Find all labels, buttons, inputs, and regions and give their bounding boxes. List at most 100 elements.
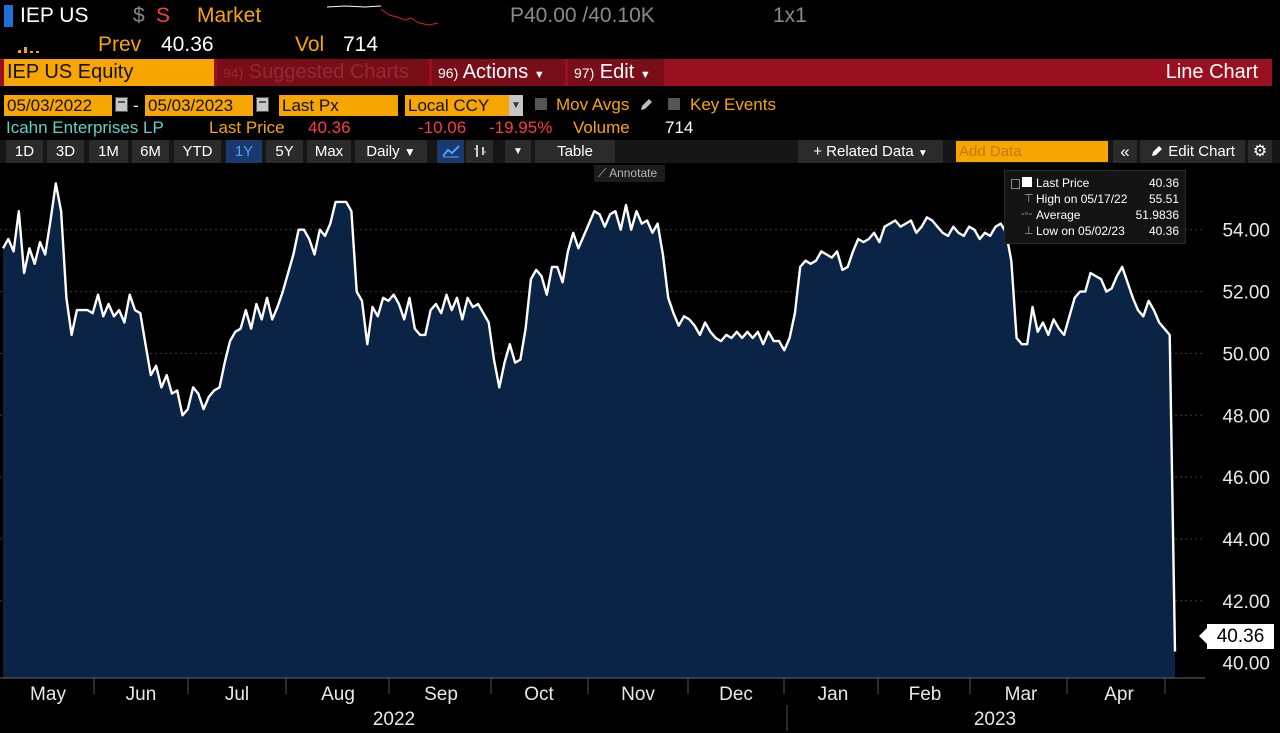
legend-label: Average — [1036, 208, 1081, 222]
period-5y-button[interactable]: 5Y — [266, 140, 303, 163]
chart-type-title: Line Chart — [1165, 61, 1258, 83]
x-month-label: May — [30, 684, 66, 705]
period-1m-button[interactable]: 1M — [89, 140, 128, 163]
x-month-label: Dec — [719, 684, 753, 705]
collapse-box-icon[interactable] — [1011, 179, 1020, 189]
period-6m-button[interactable]: 6M — [132, 140, 169, 163]
y-tick-label: 44.00 — [1222, 530, 1270, 551]
pencil-icon — [1152, 146, 1163, 156]
suggested-charts-number: 94) — [223, 65, 244, 81]
y-tick-label: 48.00 — [1222, 406, 1270, 427]
suggested-charts-label: Suggested Charts — [248, 61, 409, 83]
prev-value: 40.36 — [161, 33, 214, 56]
legend-value: 55.51 — [1148, 192, 1179, 206]
dropdown-caret-icon[interactable]: ▼ — [509, 95, 523, 116]
legend-value: 40.36 — [1148, 176, 1179, 190]
ticker-marker — [4, 5, 13, 27]
suggested-charts-button[interactable]: 94) Suggested Charts — [217, 59, 429, 86]
legend-label: High on 05/17/22 — [1036, 192, 1128, 206]
table-button[interactable]: Table — [535, 140, 615, 163]
dropdown-caret-icon: ▼ — [639, 69, 651, 81]
date-separator: - — [133, 96, 139, 115]
calendar-icon[interactable] — [115, 97, 128, 112]
mov-avgs-checkbox[interactable] — [535, 98, 547, 110]
dropdown-caret-icon: ▼ — [403, 145, 416, 159]
last-price-tag: 40.36 — [1199, 624, 1274, 649]
security-name: Icahn Enterprises LP — [6, 118, 164, 137]
y-tick-label: 50.00 — [1222, 344, 1270, 365]
function-bar: IEP US Equity 94) Suggested Charts 96) A… — [0, 59, 1272, 86]
price-area-fill — [3, 183, 1175, 678]
period-1y-button[interactable]: 1Y — [226, 140, 262, 163]
edit-menu-button[interactable]: 97) Edit ▼ — [568, 59, 664, 86]
related-data-button[interactable]: + Related Data ▼ — [798, 140, 943, 163]
actions-number: 96) — [438, 65, 459, 81]
price-change: -10.06 — [418, 118, 467, 137]
y-tick-label: 54.00 — [1222, 221, 1270, 242]
currency-symbol: $ — [133, 4, 145, 27]
x-month-label: Mar — [1005, 684, 1038, 705]
legend-value: 51.9836 — [1135, 208, 1179, 222]
mov-avgs-label: Mov Avgs — [556, 95, 630, 114]
period-max-button[interactable]: Max — [307, 140, 351, 163]
average-marker-icon: -◦- — [1021, 208, 1033, 220]
end-date-input[interactable]: 05/03/2023 — [145, 95, 253, 116]
y-tick-label: 46.00 — [1222, 468, 1270, 489]
actions-menu-button[interactable]: 96) Actions ▼ — [432, 59, 565, 86]
high-marker-icon: ⊤ — [1024, 193, 1034, 205]
field-select[interactable]: Last Px — [279, 95, 398, 116]
x-month-label: Jul — [225, 684, 249, 705]
period-1d-button[interactable]: 1D — [6, 140, 43, 163]
y-tick-label: 40.00 — [1222, 654, 1270, 675]
quote-size: 1x1 — [773, 4, 807, 27]
calendar-icon[interactable] — [256, 97, 269, 112]
exchange-flag: S — [156, 4, 171, 27]
start-date-input[interactable]: 05/03/2022 — [4, 95, 112, 116]
legend-label: Last Price — [1036, 176, 1090, 190]
price-chart[interactable]: 42.00 44.00 46.00 48.00 50.00 52.00 54.00 40.00… — [0, 163, 1280, 733]
x-month-label: Aug — [321, 684, 355, 705]
price-change-pct: -19.95% — [489, 118, 553, 137]
volume-label: Volume — [573, 118, 630, 137]
frequency-select[interactable]: Daily ▼ — [355, 140, 427, 163]
x-year-label: 2022 — [373, 709, 415, 730]
security-field[interactable]: IEP US Equity — [4, 59, 214, 86]
ticker-symbol[interactable]: IEP US — [20, 4, 89, 27]
y-tick-label: 52.00 — [1222, 283, 1270, 304]
bid-ask-quote: P40.00 /40.10K — [510, 4, 655, 27]
add-data-input[interactable]: Add Data — [956, 141, 1108, 162]
y-tick-label: 42.00 — [1222, 592, 1270, 613]
source-label: Market — [197, 4, 262, 27]
currency-select[interactable]: Local CCY — [405, 95, 509, 116]
volume-value: 714 — [665, 118, 694, 137]
edit-chart-button[interactable]: Edit Chart — [1140, 140, 1245, 163]
sparkline-icon — [326, 5, 439, 26]
legend-label: Low on 05/02/23 — [1036, 224, 1125, 238]
annotate-label: Annotate — [609, 166, 658, 180]
last-price-label: Last Price — [209, 118, 285, 137]
collapse-chevron-icon[interactable]: « — [1113, 140, 1137, 163]
prev-label: Prev — [98, 33, 142, 56]
x-month-label: Jan — [818, 684, 849, 705]
period-ytd-button[interactable]: YTD — [174, 140, 221, 163]
price-line — [1, 182, 1177, 652]
volume-bars-icon — [18, 47, 39, 53]
bar-chart-icon[interactable] — [466, 140, 493, 163]
vol-label: Vol — [295, 33, 325, 56]
x-month-label: Nov — [621, 684, 655, 705]
last-price-swatch — [1022, 177, 1032, 187]
key-events-checkbox[interactable] — [668, 98, 680, 110]
pencil-icon[interactable] — [638, 97, 654, 113]
gear-icon[interactable]: ⚙ — [1248, 140, 1272, 163]
edit-label: Edit — [599, 61, 635, 83]
annotate-button[interactable]: ⟋ Annotate — [594, 165, 666, 182]
vol-value: 714 — [343, 33, 379, 56]
chart-legend[interactable]: Last Price 40.36 ⊤ High on 05/17/22 55.5… — [1004, 170, 1186, 244]
line-chart-icon[interactable] — [437, 140, 464, 163]
x-month-label: Jun — [126, 684, 157, 705]
key-events-label: Key Events — [690, 95, 776, 114]
edit-number: 97) — [574, 65, 595, 81]
chart-style-dropdown[interactable]: ▼ — [505, 140, 531, 163]
period-3d-button[interactable]: 3D — [47, 140, 84, 163]
x-month-label: Oct — [524, 684, 554, 705]
